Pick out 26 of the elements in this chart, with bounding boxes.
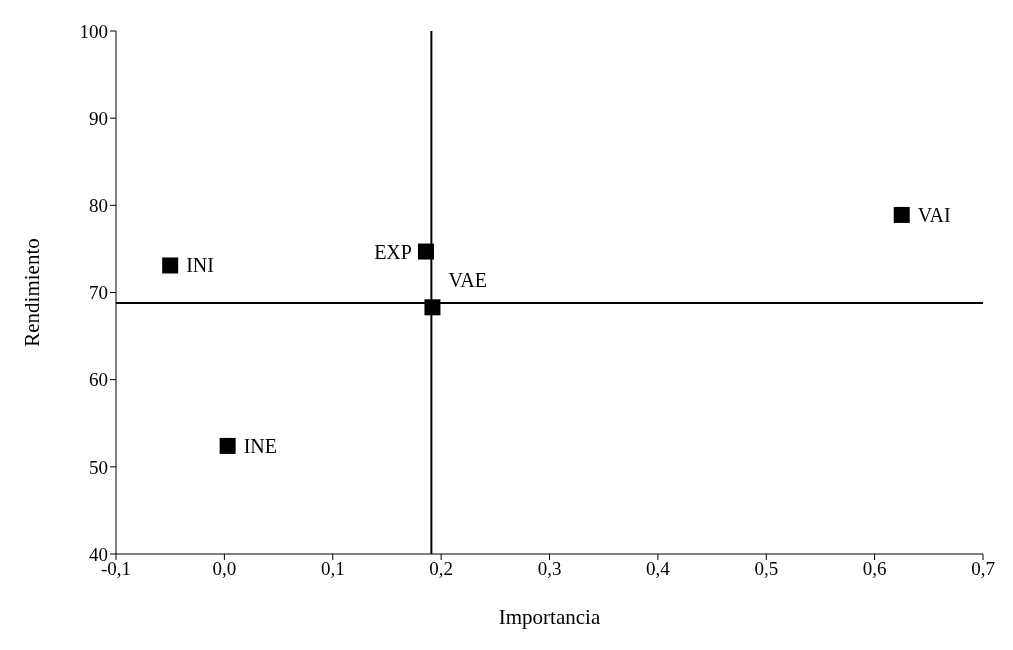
y-tick-label: 80 (89, 195, 108, 217)
point (893, 206, 910, 223)
x-tick-label: 0,1 (320, 558, 345, 580)
x-tick-label: 0,4 (646, 558, 671, 580)
x-tick-label: 0,3 (537, 558, 562, 580)
annotation: VAE (448, 269, 487, 292)
x-tick-label: 0,2 (429, 558, 453, 580)
y-axis-title: Rendimiento (20, 238, 45, 347)
x-tick-label: 0,7 (971, 558, 995, 580)
annotation: INE (243, 434, 277, 457)
y-tick-label: 50 (89, 456, 108, 478)
point (417, 243, 434, 260)
x-axis-title: Importancia (498, 605, 601, 629)
annotation: VAI (917, 203, 951, 226)
point (219, 437, 236, 454)
y-tick-label: 100 (79, 20, 108, 42)
point (424, 299, 441, 316)
point (162, 257, 179, 274)
x-tick-label: 0,0 (212, 558, 237, 580)
x-tick-label: 0,5 (754, 558, 779, 580)
y-tick-label: 60 (89, 369, 108, 391)
y-tick-label: 90 (89, 107, 108, 129)
annotation: EXP (374, 240, 412, 263)
annotation: INI (186, 254, 214, 277)
x-tick-label: 0,6 (862, 558, 887, 580)
y-tick-label: 70 (89, 282, 108, 304)
